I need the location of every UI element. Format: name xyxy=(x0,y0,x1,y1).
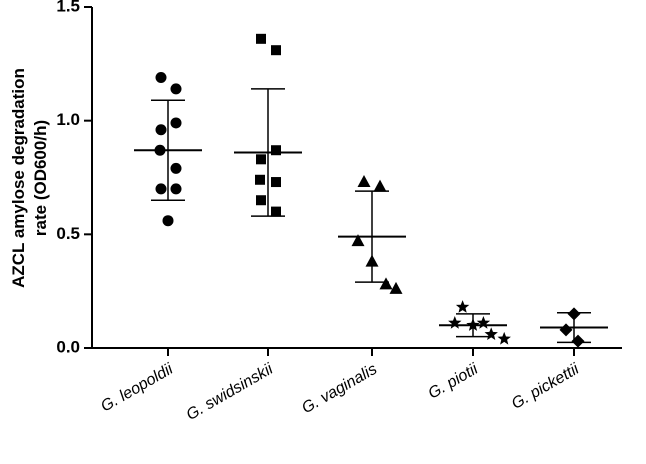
point xyxy=(271,177,281,188)
point xyxy=(497,331,511,345)
point xyxy=(271,206,281,217)
point xyxy=(256,154,266,165)
point xyxy=(256,195,266,206)
y-axis-label: rate (OD600/h) xyxy=(31,120,50,236)
y-tick-label: 1.5 xyxy=(56,0,80,15)
point xyxy=(170,183,182,195)
point xyxy=(357,175,371,188)
y-tick-label: 0.5 xyxy=(56,224,80,243)
x-tick-label: G. piotii xyxy=(426,361,482,403)
point xyxy=(155,183,167,195)
point xyxy=(373,179,387,192)
x-tick-label: G. vaginalis xyxy=(299,361,380,418)
point xyxy=(271,145,281,156)
point xyxy=(448,316,462,329)
x-tick-label: G. swidsinskii xyxy=(184,361,277,424)
point xyxy=(155,71,167,83)
point xyxy=(455,300,470,313)
point xyxy=(559,323,573,337)
point xyxy=(389,281,403,294)
x-tick-label: G. leopoldii xyxy=(98,361,176,416)
point xyxy=(155,124,167,136)
point xyxy=(484,327,498,340)
point xyxy=(351,234,365,247)
y-axis-label: AZCL amylose degradation xyxy=(9,68,28,288)
y-tick-label: 0.0 xyxy=(56,337,80,356)
point xyxy=(476,316,491,329)
point xyxy=(256,33,266,44)
point xyxy=(170,117,182,129)
point xyxy=(170,83,182,95)
point xyxy=(271,45,281,56)
point xyxy=(255,174,265,185)
point xyxy=(170,162,182,174)
point xyxy=(379,277,393,290)
x-tick-label: G. pickettii xyxy=(509,361,583,413)
y-tick-label: 1.0 xyxy=(56,110,80,129)
point xyxy=(162,215,174,227)
